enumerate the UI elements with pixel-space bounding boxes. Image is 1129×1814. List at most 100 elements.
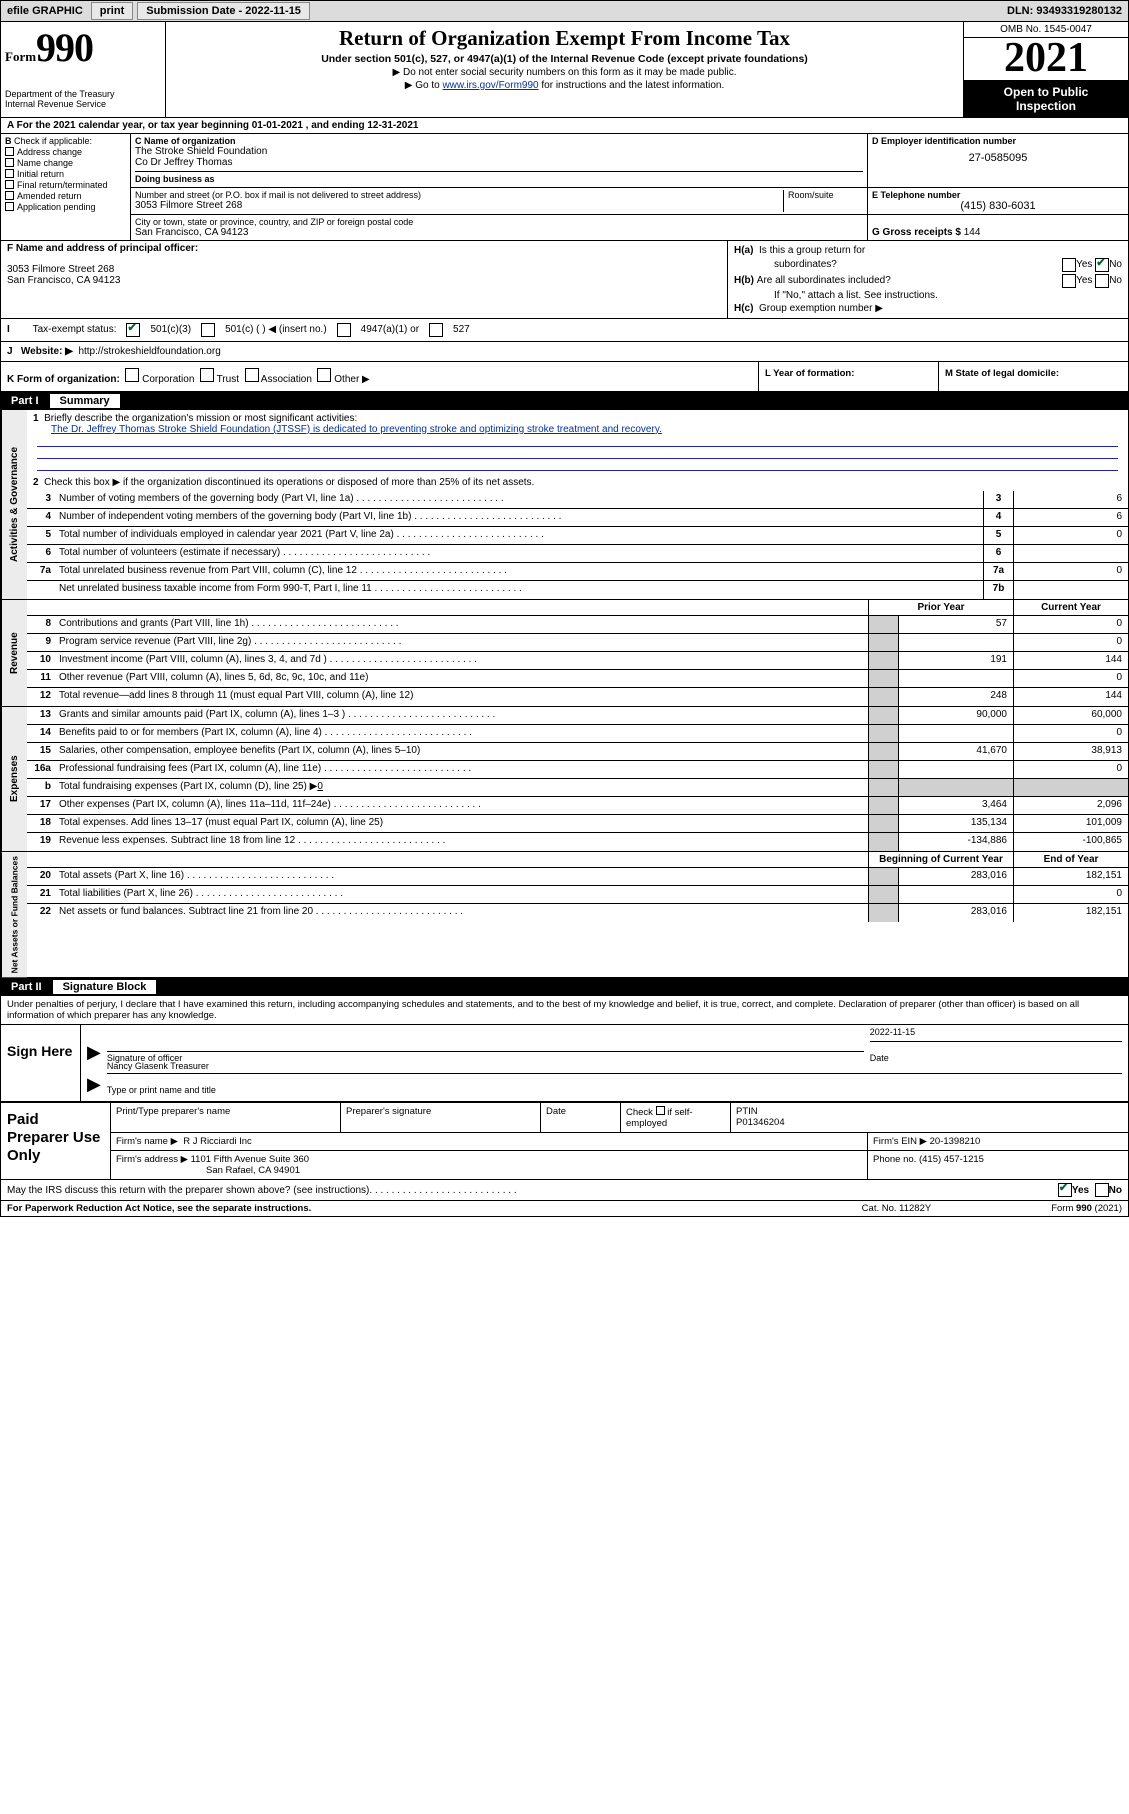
sign-date: 2022-11-15	[870, 1027, 1122, 1037]
chk-name-change[interactable]	[5, 158, 14, 167]
sign-here-label: Sign Here	[1, 1025, 81, 1101]
v7a: 0	[1013, 563, 1128, 580]
h-group: H(a) Is this a group return for subordin…	[728, 241, 1128, 318]
org-name-1: The Stroke Shield Foundation	[135, 146, 863, 157]
form-id-box: Form990 Department of the Treasury Inter…	[1, 22, 166, 117]
q1-label: Briefly describe the organization's miss…	[44, 413, 357, 424]
e-phone-label: E Telephone number	[872, 190, 1124, 200]
chk-trust[interactable]	[200, 368, 214, 382]
chk-hb-no[interactable]	[1095, 274, 1109, 288]
top-toolbar: efile GRAPHIC print Submission Date - 20…	[0, 0, 1129, 22]
org-name-2: Co Dr Jeffrey Thomas	[135, 157, 863, 168]
firm-addr1: 1101 Fifth Avenue Suite 360	[191, 1154, 310, 1165]
submission-date-button[interactable]: Submission Date - 2022-11-15	[137, 2, 310, 20]
section-f-h: F Name and address of principal officer:…	[1, 241, 1128, 319]
city-label: City or town, state or province, country…	[135, 217, 863, 227]
v7b	[1013, 581, 1128, 599]
vtab-revenue: Revenue	[1, 600, 27, 706]
year-box: OMB No. 1545-0047 2021 Open to Public In…	[963, 22, 1128, 117]
form-title: Return of Organization Exempt From Incom…	[174, 26, 955, 51]
line-i-exempt: I Tax-exempt status: 501(c)(3) 501(c) ( …	[1, 319, 1128, 342]
chk-501c[interactable]	[201, 323, 215, 337]
part-ii-bar: Part II Signature Block	[1, 978, 1128, 996]
firm-name: R J Ricciardi Inc	[183, 1136, 252, 1147]
form-footer: Form 990 (2021)	[1051, 1203, 1122, 1214]
goto-pre: Go to	[415, 80, 442, 91]
chk-discuss-yes[interactable]	[1058, 1183, 1072, 1197]
revenue-section: Revenue Prior YearCurrent Year 8Contribu…	[1, 600, 1128, 707]
form-header: Form990 Department of the Treasury Inter…	[1, 22, 1128, 118]
sig-arrow-icon-2: ▶	[87, 1074, 101, 1095]
chk-assoc[interactable]	[245, 368, 259, 382]
chk-hb-yes[interactable]	[1062, 274, 1076, 288]
form-number: 990	[36, 25, 93, 70]
street-value: 3053 Filmore Street 268	[135, 200, 783, 211]
chk-527[interactable]	[429, 323, 443, 337]
firm-addr2: San Rafael, CA 94901	[206, 1165, 300, 1176]
website-value: http://strokeshieldfoundation.org	[78, 346, 220, 357]
vtab-netassets: Net Assets or Fund Balances	[1, 852, 27, 977]
v5: 0	[1013, 527, 1128, 544]
irs-link[interactable]: www.irs.gov/Form990	[442, 80, 538, 91]
f-officer: F Name and address of principal officer:…	[1, 241, 728, 318]
col-b-checkboxes: B Check if applicable: Address change Na…	[1, 134, 131, 240]
firm-ein: 20-1398210	[930, 1136, 981, 1147]
cat-no: Cat. No. 11282Y	[862, 1203, 932, 1214]
ptin-value: P01346204	[736, 1117, 785, 1128]
line-a-tax-year: A For the 2021 calendar year, or tax yea…	[1, 118, 1128, 134]
room-label: Room/suite	[788, 190, 863, 200]
chk-application-pending[interactable]	[5, 202, 14, 211]
chk-other[interactable]	[317, 368, 331, 382]
netassets-section: Net Assets or Fund Balances Beginning of…	[1, 852, 1128, 978]
ssn-warning: Do not enter social security numbers on …	[403, 67, 736, 78]
v3: 6	[1013, 491, 1128, 508]
efile-label: efile GRAPHIC	[1, 5, 89, 17]
d-ein-label: D Employer identification number	[872, 136, 1124, 146]
g-gross-label: G Gross receipts $	[872, 227, 961, 238]
ein-value: 27-0585095	[872, 152, 1124, 164]
chk-final-return[interactable]	[5, 180, 14, 189]
v6	[1013, 545, 1128, 562]
form-subtitle: Under section 501(c), 527, or 4947(a)(1)…	[174, 53, 955, 65]
dln-label: DLN: 93493319280132	[1001, 5, 1128, 17]
officer-name: Nancy Glasenk Treasurer	[107, 1061, 1122, 1071]
bottom-line: For Paperwork Reduction Act Notice, see …	[1, 1201, 1128, 1216]
chk-ha-no[interactable]	[1095, 258, 1109, 272]
chk-501c3[interactable]	[126, 323, 140, 337]
chk-self-employed[interactable]	[656, 1106, 665, 1115]
gov-section: Activities & Governance 1 Briefly descri…	[1, 410, 1128, 600]
vtab-governance: Activities & Governance	[1, 410, 27, 599]
q2-label: Check this box ▶ if the organization dis…	[44, 477, 534, 488]
penalties-text: Under penalties of perjury, I declare th…	[1, 996, 1128, 1025]
phone-value: (415) 830-6031	[872, 200, 1124, 212]
chk-initial-return[interactable]	[5, 169, 14, 178]
chk-4947[interactable]	[337, 323, 351, 337]
dept-line-1: Department of the Treasury	[5, 89, 161, 99]
chk-amended-return[interactable]	[5, 191, 14, 200]
paid-preparer-label: Paid Preparer Use Only	[1, 1103, 111, 1179]
chk-ha-yes[interactable]	[1062, 258, 1076, 272]
form-word: Form	[5, 49, 36, 64]
print-button[interactable]: print	[91, 2, 133, 20]
mission-text[interactable]: The Dr. Jeffrey Thomas Stroke Shield Fou…	[51, 424, 662, 435]
city-value: San Francisco, CA 94123	[135, 227, 863, 238]
dba-label: Doing business as	[135, 174, 215, 184]
dept-line-2: Internal Revenue Service	[5, 99, 161, 109]
firm-phone: (415) 457-1215	[919, 1154, 984, 1165]
part-i-bar: Part I Summary	[1, 392, 1128, 410]
goto-post: for instructions and the latest informat…	[539, 80, 725, 91]
pra-notice: For Paperwork Reduction Act Notice, see …	[7, 1203, 311, 1214]
v4: 6	[1013, 509, 1128, 526]
may-discuss-row: May the IRS discuss this return with the…	[1, 1180, 1128, 1201]
line-j-website: J Website: ▶ http://strokeshieldfoundati…	[1, 342, 1128, 362]
vtab-expenses: Expenses	[1, 707, 27, 851]
chk-corp[interactable]	[125, 368, 139, 382]
m-state-label: M State of legal domicile:	[945, 368, 1059, 379]
chk-discuss-no[interactable]	[1095, 1183, 1109, 1197]
form-body: Form990 Department of the Treasury Inter…	[0, 22, 1129, 1217]
title-box: Return of Organization Exempt From Incom…	[166, 22, 963, 117]
line-k-l-m: K Form of organization: Corporation Trus…	[1, 362, 1128, 392]
paid-preparer-section: Paid Preparer Use Only Print/Type prepar…	[1, 1103, 1128, 1180]
sign-here-section: Sign Here ▶ Signature of officer 2022-11…	[1, 1025, 1128, 1103]
chk-address-change[interactable]	[5, 147, 14, 156]
